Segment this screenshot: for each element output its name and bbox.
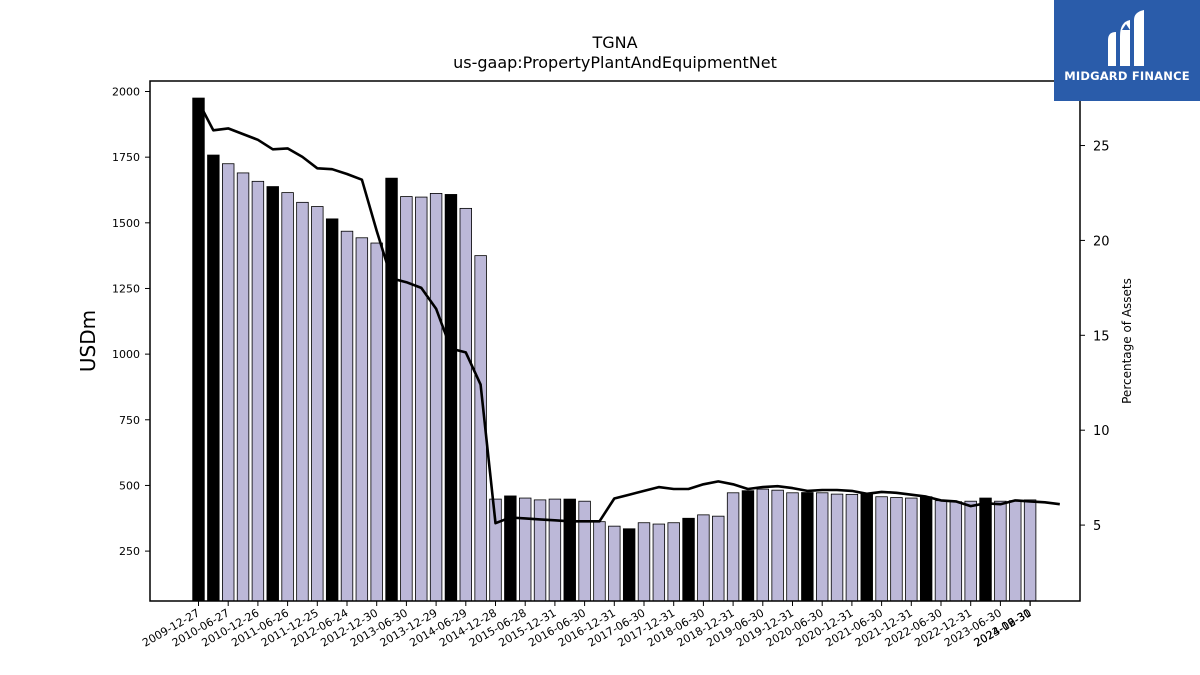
bar	[905, 497, 918, 602]
bar	[251, 180, 265, 602]
y-tick-label: 1000	[112, 348, 140, 361]
bar	[964, 500, 977, 602]
bar	[340, 230, 354, 602]
y2-tick-label: 20	[1093, 234, 1110, 249]
bar	[622, 528, 636, 602]
bar	[771, 489, 784, 602]
bar	[682, 517, 695, 602]
bar	[370, 242, 383, 602]
line-group	[197, 101, 1060, 525]
bar	[325, 218, 339, 602]
bar	[400, 196, 413, 602]
bar	[563, 498, 576, 602]
bar	[756, 488, 770, 602]
bar	[296, 201, 309, 602]
bar	[429, 193, 443, 602]
bar	[504, 495, 517, 602]
bar	[801, 492, 814, 602]
bar	[192, 97, 205, 602]
y2-tick-label: 5	[1093, 519, 1101, 534]
y-tick-label: 1750	[112, 151, 140, 164]
bar	[221, 163, 235, 602]
bars-group	[192, 97, 1037, 602]
bar	[281, 192, 294, 602]
bar	[385, 177, 398, 602]
bar	[875, 496, 888, 602]
bar	[355, 237, 369, 602]
y2-axis: 5 10 15 20 25	[1080, 140, 1110, 534]
y2-axis-label: Percentage of Assets	[1120, 278, 1134, 404]
bar	[830, 493, 844, 602]
bar	[845, 493, 859, 602]
bar	[236, 172, 250, 602]
y2-tick-label: 10	[1093, 424, 1110, 439]
bar	[311, 206, 324, 602]
plot-frame	[149, 80, 1081, 602]
y-tick-label: 500	[119, 479, 140, 492]
bar	[741, 490, 755, 602]
y-tick-label: 750	[119, 414, 140, 427]
bar	[816, 492, 829, 602]
bar	[533, 499, 547, 602]
bar	[712, 515, 725, 602]
series-line	[197, 101, 1060, 525]
bar	[608, 525, 621, 602]
bar	[637, 522, 651, 602]
bar	[667, 522, 680, 602]
y2-tick-label: 25	[1093, 140, 1110, 155]
bar	[652, 523, 666, 602]
bar	[860, 493, 873, 602]
y-tick-label: 1250	[112, 282, 140, 295]
bar	[1023, 499, 1037, 602]
bar	[459, 207, 473, 602]
bar	[994, 500, 1007, 602]
y-axis: 250 500 750 1000 1250 1500 1750 2000	[112, 86, 150, 558]
bar	[697, 514, 710, 602]
bar	[1009, 500, 1022, 602]
y-tick-label: 250	[119, 545, 140, 558]
bar	[979, 497, 992, 602]
bar	[266, 186, 279, 602]
logo-mark-icon	[1108, 10, 1144, 66]
y2-tick-label: 15	[1093, 329, 1110, 344]
bar	[949, 501, 963, 602]
bar	[593, 521, 606, 602]
bar	[919, 496, 933, 602]
brand-logo: MIDGARD FINANCE	[1054, 0, 1200, 101]
chart-title: TGNA	[591, 33, 637, 52]
bar	[444, 194, 458, 602]
y-tick-label: 2000	[112, 86, 140, 99]
bar	[519, 497, 532, 602]
y-axis-label: USDm	[76, 310, 100, 372]
bar	[548, 498, 562, 602]
chart-subtitle: us-gaap:PropertyPlantAndEquipmentNet	[453, 53, 777, 72]
y-tick-label: 1500	[112, 217, 140, 230]
bar	[726, 492, 740, 602]
bar	[934, 500, 948, 602]
bar	[890, 497, 903, 602]
logo-text: MIDGARD FINANCE	[1064, 69, 1190, 83]
bar	[415, 196, 428, 602]
x-axis: 2009-12-272010-06-272010-12-262011-06-26…	[140, 601, 1034, 650]
bar	[786, 492, 799, 602]
bar	[578, 500, 591, 602]
bar	[207, 154, 220, 602]
